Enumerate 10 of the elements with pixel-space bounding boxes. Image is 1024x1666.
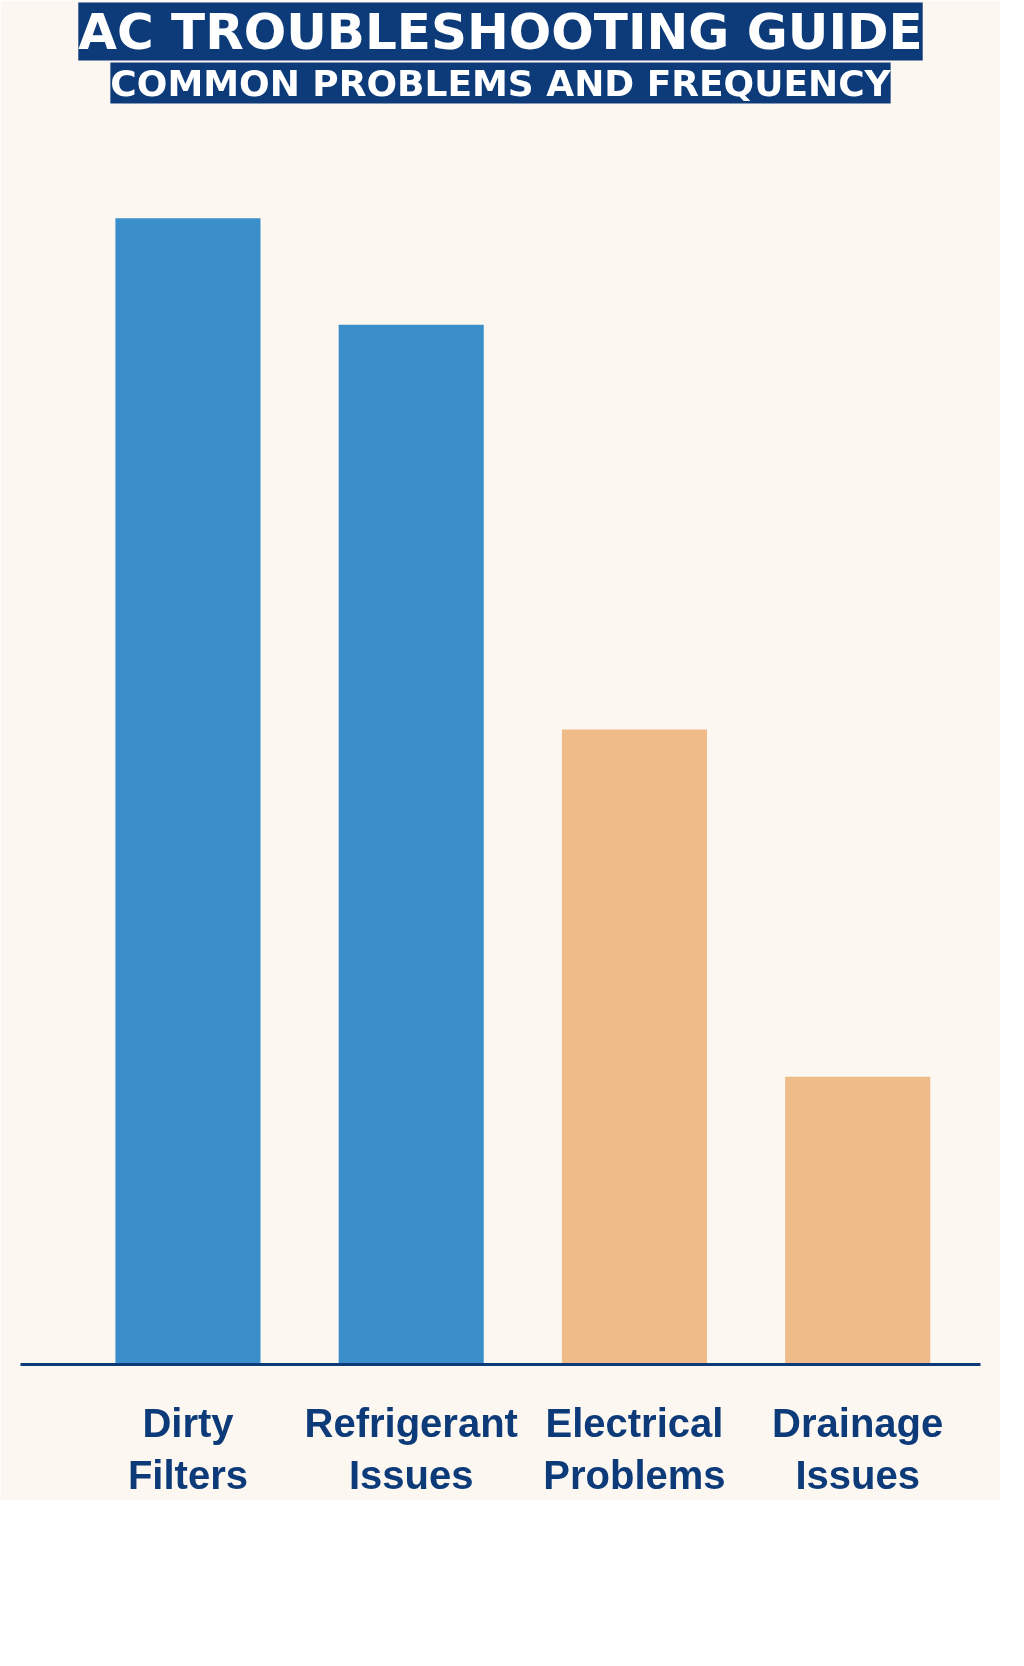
x-tick-label: Dirty Filters xyxy=(127,1400,248,1498)
chart-title: AC TROUBLESHOOTING GUIDE xyxy=(78,2,923,61)
bar xyxy=(561,729,708,1365)
x-tick-label: Refrigerant Issues xyxy=(304,1400,518,1498)
bar xyxy=(115,218,261,1365)
x-tick-label: Drainage Issues xyxy=(772,1400,944,1498)
bar xyxy=(785,1076,931,1365)
chart-subtitle: COMMON PROBLEMS AND FREQUENCY xyxy=(110,62,892,104)
bar xyxy=(338,324,484,1365)
x-tick-label: Electrical Problems xyxy=(543,1400,726,1498)
